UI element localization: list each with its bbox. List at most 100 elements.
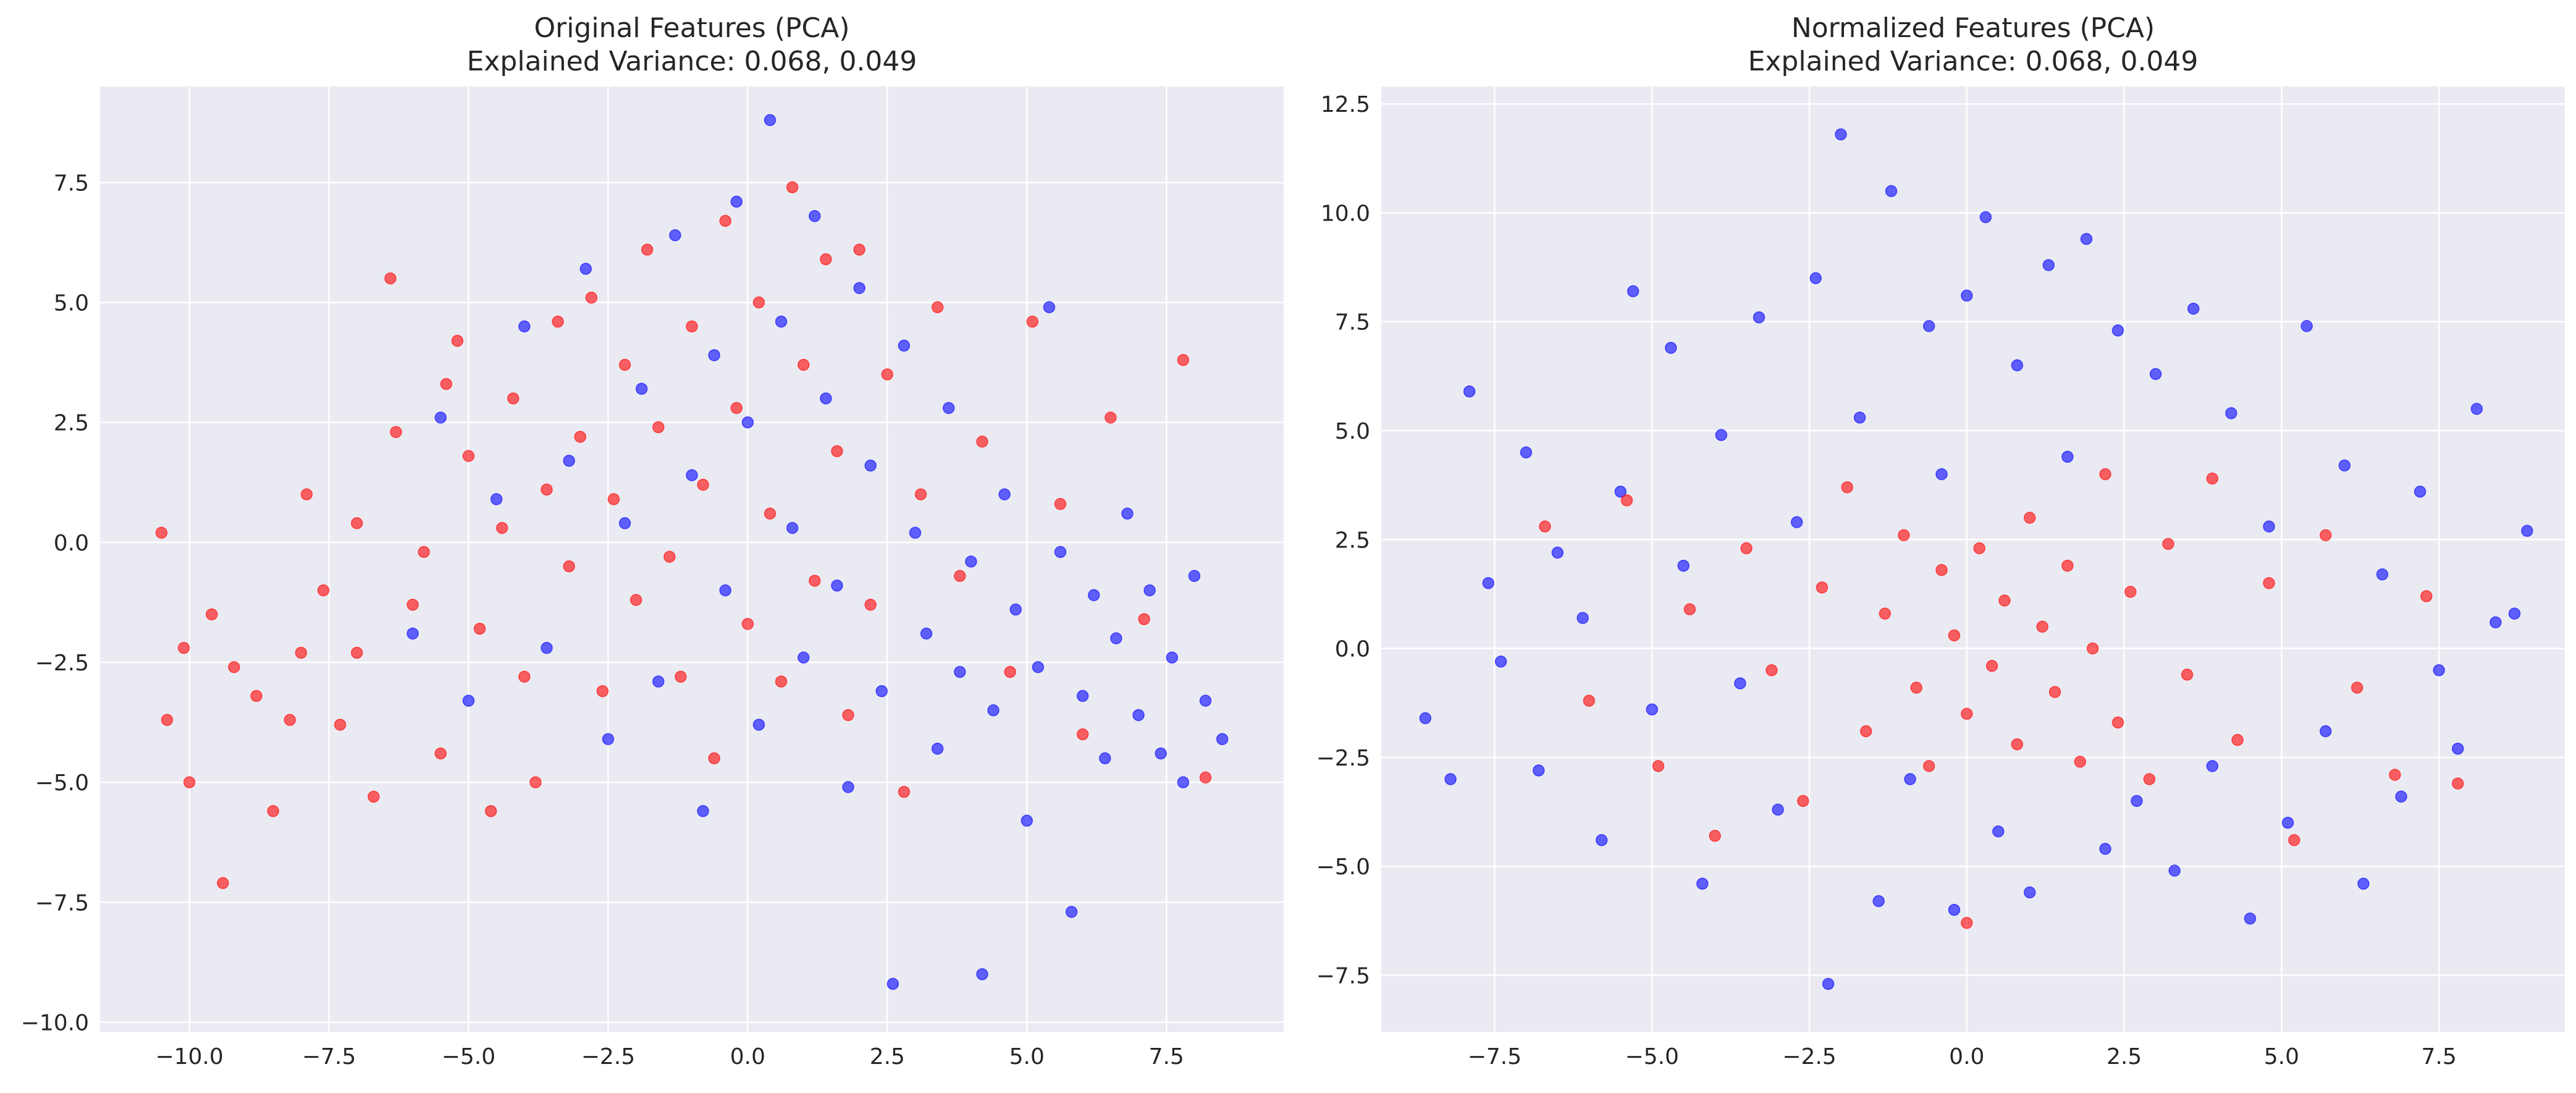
left-point <box>1132 709 1145 722</box>
left-point <box>831 445 843 458</box>
right-y-tick-label: 2.5 <box>1335 528 1370 553</box>
left-point <box>764 507 777 520</box>
left-plot-area <box>100 87 1284 1032</box>
left-point <box>1177 353 1190 366</box>
right-point <box>1533 764 1545 777</box>
left-point <box>669 229 681 242</box>
left-point <box>697 478 709 491</box>
right-x-tick-label: 2.5 <box>2107 1044 2142 1070</box>
right-point <box>1740 542 1753 555</box>
right-point <box>2181 669 2194 681</box>
left-point <box>820 253 832 266</box>
right-point <box>1961 916 1973 929</box>
left-point <box>853 243 865 256</box>
right-point <box>1872 895 1885 908</box>
left-point <box>507 392 520 405</box>
right-point <box>1766 664 1778 677</box>
left-point <box>741 416 754 429</box>
right-point <box>1614 485 1627 498</box>
left-point <box>1065 906 1078 918</box>
left-y-tick-label: −5.0 <box>35 770 89 796</box>
right-point <box>2521 525 2533 537</box>
right-point <box>2263 520 2275 533</box>
right-point <box>1948 903 1961 916</box>
right-series-1 <box>1419 128 2533 990</box>
right-point <box>1583 694 1596 707</box>
left-point <box>1188 570 1201 582</box>
left-point <box>317 584 330 597</box>
right-point <box>1998 594 2011 607</box>
right-point <box>2143 773 2156 785</box>
left-x-tick-label: 2.5 <box>870 1044 905 1070</box>
left-point <box>987 704 1000 717</box>
left-point <box>976 968 988 981</box>
right-point <box>2414 485 2427 498</box>
left-point <box>618 358 631 371</box>
right-point <box>2206 760 2219 772</box>
left-point <box>495 521 508 534</box>
left-point <box>418 546 430 559</box>
left-point <box>931 301 944 314</box>
left-point <box>518 670 531 683</box>
right-y-tick-label: 0.0 <box>1335 637 1370 662</box>
left-point <box>518 320 531 333</box>
right-point <box>1816 581 1829 594</box>
left-point <box>641 243 654 256</box>
left-point <box>1110 632 1122 644</box>
right-point <box>1627 285 1639 298</box>
right-point <box>2111 324 2124 337</box>
right-point <box>2357 877 2370 890</box>
left-point <box>1143 584 1156 597</box>
right-point <box>2099 843 2111 855</box>
right-y-tick-label: −5.0 <box>1316 855 1370 880</box>
right-point <box>1665 342 1677 354</box>
left-point <box>440 378 453 390</box>
right-y-tick-label: 12.5 <box>1321 92 1370 117</box>
right-point <box>1652 760 1665 772</box>
right-point <box>2011 738 2024 751</box>
right-point <box>2168 864 2181 877</box>
right-point <box>1696 877 1709 890</box>
left-point <box>675 670 687 683</box>
right-y-tick-label: 10.0 <box>1321 201 1370 226</box>
left-point <box>250 690 263 703</box>
right-point <box>2319 529 2332 541</box>
left-point <box>752 296 765 309</box>
left-x-tick-label: 0.0 <box>730 1044 765 1070</box>
right-point <box>1576 612 1589 624</box>
left-point <box>1021 814 1033 827</box>
left-point <box>484 804 497 817</box>
left-point <box>786 181 799 193</box>
left-point <box>708 752 720 765</box>
right-point <box>2433 664 2445 677</box>
right-point <box>1463 385 1476 398</box>
left-point <box>708 349 720 361</box>
left-point <box>798 651 810 664</box>
right-point <box>1935 468 1948 481</box>
right-point <box>1961 707 1973 720</box>
right-plot-area <box>1381 87 2565 1032</box>
right-point <box>1709 829 1721 842</box>
left-point <box>809 209 821 222</box>
right-point <box>2149 368 2162 381</box>
left-point <box>217 877 229 889</box>
left-point <box>1076 690 1089 703</box>
left-point <box>1009 603 1022 616</box>
right-point <box>2376 568 2389 581</box>
right-x-tick-label: −2.5 <box>1782 1044 1836 1070</box>
left-point <box>920 627 933 640</box>
left-point <box>462 694 475 707</box>
right-x-tick-label: 5.0 <box>2264 1044 2299 1070</box>
left-point <box>831 579 843 592</box>
left-point <box>350 517 363 530</box>
left-point <box>618 517 631 530</box>
left-point <box>563 455 575 467</box>
left-point <box>775 675 788 688</box>
right-point <box>1494 655 1507 668</box>
left-point <box>686 469 698 481</box>
left-point <box>434 747 447 760</box>
left-series-2 <box>406 114 1229 990</box>
right-y-tick-label: −2.5 <box>1316 746 1370 771</box>
left-point <box>965 555 977 568</box>
